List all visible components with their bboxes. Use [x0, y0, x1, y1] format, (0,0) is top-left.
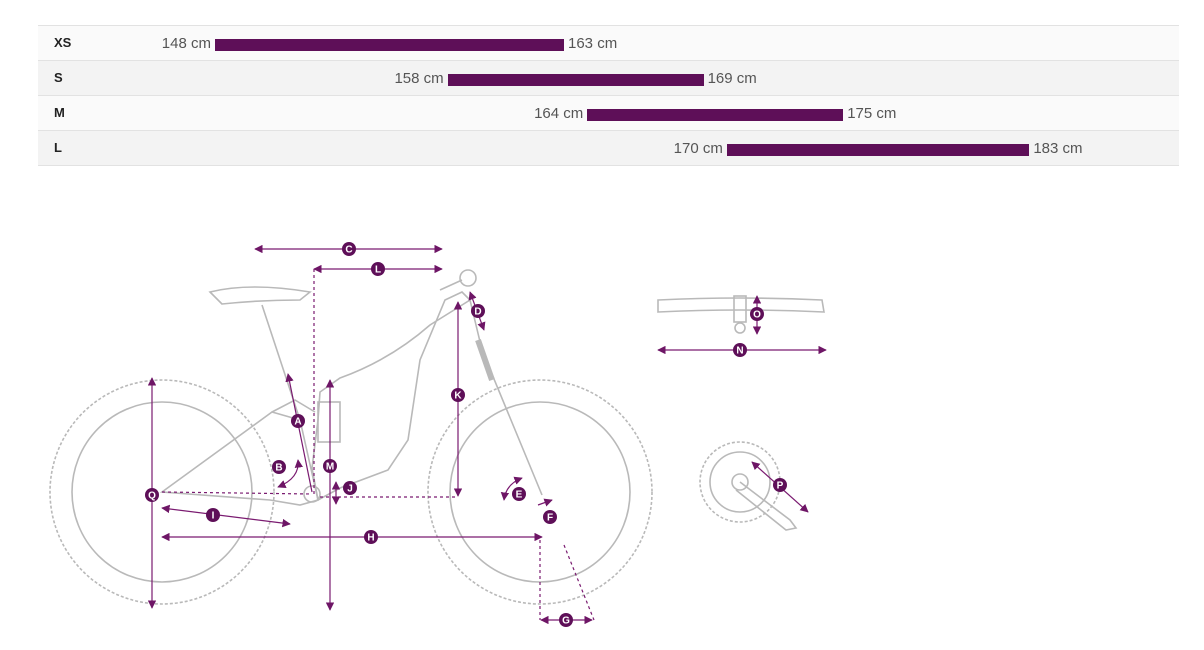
size-row-s: S 158 cm 169 cm: [38, 61, 1179, 96]
handlebar-clamp: [459, 269, 477, 287]
size-row-m: M 164 cm 175 cm: [38, 96, 1179, 131]
badge-letter: P: [777, 481, 784, 492]
dim-g-guide-2: [563, 544, 595, 621]
dimension-badge-j: J: [343, 481, 357, 495]
range-bar: [587, 109, 844, 121]
range-min-label: 164 cm: [534, 105, 584, 122]
dim-i-line: [161, 504, 291, 528]
dimension-badge-e: E: [512, 487, 526, 501]
bike-drawing: [49, 269, 825, 605]
fork-stanchion: [475, 339, 495, 381]
dimension-badge-b: B: [272, 460, 286, 474]
range-min-label: 158 cm: [394, 70, 444, 87]
badge-letter: O: [753, 310, 761, 321]
range-max-label: 175 cm: [847, 105, 897, 122]
badge-letter: G: [562, 616, 570, 627]
bottom-bracket: [303, 485, 321, 503]
dimension-badge-i: I: [206, 508, 220, 522]
stem: [439, 279, 463, 291]
badge-letter: C: [345, 245, 352, 256]
size-row-l: L 170 cm 183 cm: [38, 131, 1179, 166]
badge-letter: L: [375, 265, 381, 276]
badge-circle: [773, 478, 787, 492]
badge-circle: [371, 262, 385, 276]
rocker-link: [271, 399, 316, 413]
range-max-label: 169 cm: [707, 70, 757, 87]
saddle: [208, 286, 312, 305]
badge-letter: K: [454, 391, 462, 402]
badge-circle: [733, 343, 747, 357]
badge-letter: I: [212, 511, 215, 522]
handlebar-detail: [657, 297, 825, 313]
badge-circle: [145, 488, 159, 502]
dim-b-guide: [161, 491, 313, 495]
dim-a-line: [285, 373, 313, 493]
range-min-label: 170 cm: [673, 140, 723, 157]
badge-letter: M: [326, 462, 334, 473]
dimension-badge-m: M: [323, 459, 337, 473]
badge-letter: A: [294, 417, 301, 428]
range-bar: [447, 74, 704, 86]
fork: [469, 299, 543, 496]
badge-circle: [342, 242, 356, 256]
badge-circle: [272, 460, 286, 474]
dimension-badge-f: F: [543, 510, 557, 524]
badge-letter: E: [516, 490, 523, 501]
badge-circle: [543, 510, 557, 524]
dim-e-arc: [500, 476, 523, 501]
badge-circle: [291, 414, 305, 428]
range-min-label: 148 cm: [161, 35, 211, 52]
shock: [317, 401, 341, 443]
dimension-badge-l: L: [371, 262, 385, 276]
badge-circle: [343, 481, 357, 495]
badge-circle: [559, 613, 573, 627]
badge-circle: [206, 508, 220, 522]
dimension-badge-q: Q: [145, 488, 159, 502]
dimension-badge-g: G: [559, 613, 573, 627]
dim-f-line: [537, 498, 553, 507]
size-label: L: [54, 140, 62, 155]
stem-detail: [733, 295, 747, 323]
stem-bolt: [734, 322, 746, 334]
dimension-badge-k: K: [451, 388, 465, 402]
badge-circle: [750, 307, 764, 321]
badge-circle: [512, 487, 526, 501]
badge-letter: F: [547, 513, 553, 524]
size-label: XS: [54, 35, 72, 50]
rear-rim: [71, 401, 253, 583]
dimension-badge-p: P: [773, 478, 787, 492]
rear-tire: [49, 379, 275, 605]
size-label: M: [54, 105, 65, 120]
badge-letter: Q: [148, 491, 156, 502]
badge-letter: N: [736, 346, 743, 357]
dimension-badges: A B C D E F G H I J K L M N O P Q: [145, 242, 787, 627]
badge-circle: [471, 304, 485, 318]
dimension-badge-h: H: [364, 530, 378, 544]
range-bar: [215, 39, 564, 51]
dimension-lines: [147, 244, 827, 625]
dimension-badge-d: D: [471, 304, 485, 318]
dim-b-arc: [277, 459, 304, 489]
chainring-spider: [731, 473, 749, 491]
badge-letter: H: [367, 533, 374, 544]
badge-letter: J: [347, 484, 353, 495]
dimension-badge-a: A: [291, 414, 305, 428]
dimension-badge-c: C: [342, 242, 356, 256]
dimension-badge-n: N: [733, 343, 747, 357]
bike-geometry-diagram: A B C D E F G H I J K L M N O P Q: [49, 242, 827, 627]
badge-circle: [323, 459, 337, 473]
badge-circle: [451, 388, 465, 402]
range-bar: [726, 144, 1030, 156]
dimension-badge-o: O: [750, 307, 764, 321]
range-max-label: 183 cm: [1033, 140, 1083, 157]
front-tire: [427, 379, 653, 605]
badge-letter: D: [474, 307, 481, 318]
size-chart-table: XS 148 cm 163 cm S 158 cm 169 cm M 164 c…: [38, 25, 1179, 166]
range-max-label: 163 cm: [568, 35, 618, 52]
size-label: S: [54, 70, 63, 85]
badge-circle: [364, 530, 378, 544]
badge-letter: B: [275, 463, 282, 474]
size-row-xs: XS 148 cm 163 cm: [38, 26, 1179, 61]
